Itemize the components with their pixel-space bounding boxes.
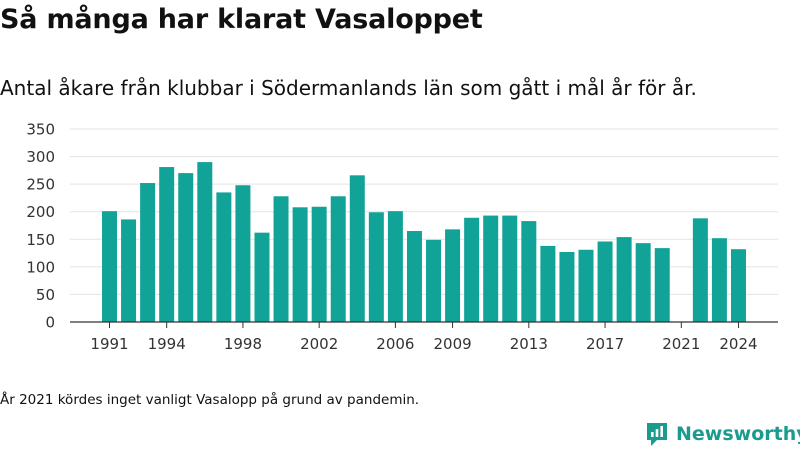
bar-2009 — [445, 229, 461, 322]
x-tick-label: 2002 — [300, 335, 338, 353]
bar-2017 — [597, 241, 613, 322]
bar-chart: 0 50 100 150 200 250 300 350 1991 1994 1998 2002 200… — [26, 121, 778, 353]
bar-2023 — [711, 238, 727, 322]
y-tick-label: 350 — [26, 121, 55, 139]
bar-2006 — [387, 211, 403, 322]
x-tick-label: 2021 — [662, 335, 700, 353]
bar-2022 — [692, 218, 708, 322]
x-tick-label: 2013 — [510, 335, 548, 353]
y-tick-label: 300 — [26, 148, 55, 166]
chart-subtitle: Antal åkare från klubbar i Södermanlands… — [0, 76, 697, 100]
bar-1994 — [159, 167, 175, 322]
x-tick-label: 1994 — [148, 335, 186, 353]
bar-1997 — [216, 192, 232, 322]
bar-2004 — [349, 175, 365, 322]
bar-2011 — [483, 215, 499, 322]
x-tick-label: 2017 — [586, 335, 624, 353]
bar-2014 — [540, 245, 556, 322]
bar-2005 — [368, 212, 384, 322]
bar-2013 — [521, 221, 537, 322]
bar-2019 — [635, 243, 651, 322]
bar-1992 — [121, 219, 137, 322]
bar-2000 — [273, 196, 289, 322]
bar-1999 — [254, 232, 270, 322]
bar-1991 — [102, 211, 117, 322]
bar-1995 — [178, 173, 194, 322]
y-tick-label: 50 — [36, 286, 55, 304]
bar-2008 — [426, 239, 442, 322]
bar-2003 — [330, 196, 346, 322]
newsworthy-logo-icon — [647, 423, 667, 446]
x-tick-label: 2024 — [719, 335, 757, 353]
footnote: År 2021 kördes inget vanligt Vasalopp på… — [0, 392, 420, 408]
y-tick-label: 200 — [26, 203, 55, 221]
x-tick-label: 1998 — [224, 335, 262, 353]
bar-2012 — [502, 215, 518, 322]
bar-2002 — [311, 206, 327, 322]
bar-2016 — [578, 249, 594, 322]
bar-2007 — [406, 231, 422, 322]
y-tick-label: 150 — [26, 231, 55, 249]
bar-2024 — [730, 249, 746, 322]
bar-2010 — [464, 217, 480, 322]
bar-1996 — [197, 162, 213, 322]
y-tick-label: 100 — [26, 258, 55, 276]
bar-2020 — [654, 248, 670, 322]
y-tick-label: 250 — [26, 176, 55, 194]
x-tick-label: 2009 — [433, 335, 471, 353]
bar-1993 — [140, 183, 156, 322]
y-tick-label: 0 — [45, 314, 55, 332]
bar-1998 — [235, 185, 251, 322]
x-tick-label: 2006 — [376, 335, 414, 353]
bar-2015 — [559, 251, 575, 322]
bar-2018 — [616, 237, 632, 322]
chart-title: Så många har klarat Vasaloppet — [0, 4, 483, 35]
x-tick-label: 1991 — [90, 335, 128, 353]
bar-2001 — [292, 207, 308, 322]
brand-logo: Newsworthy — [644, 421, 800, 447]
brand-name: Newsworthy — [676, 423, 800, 445]
